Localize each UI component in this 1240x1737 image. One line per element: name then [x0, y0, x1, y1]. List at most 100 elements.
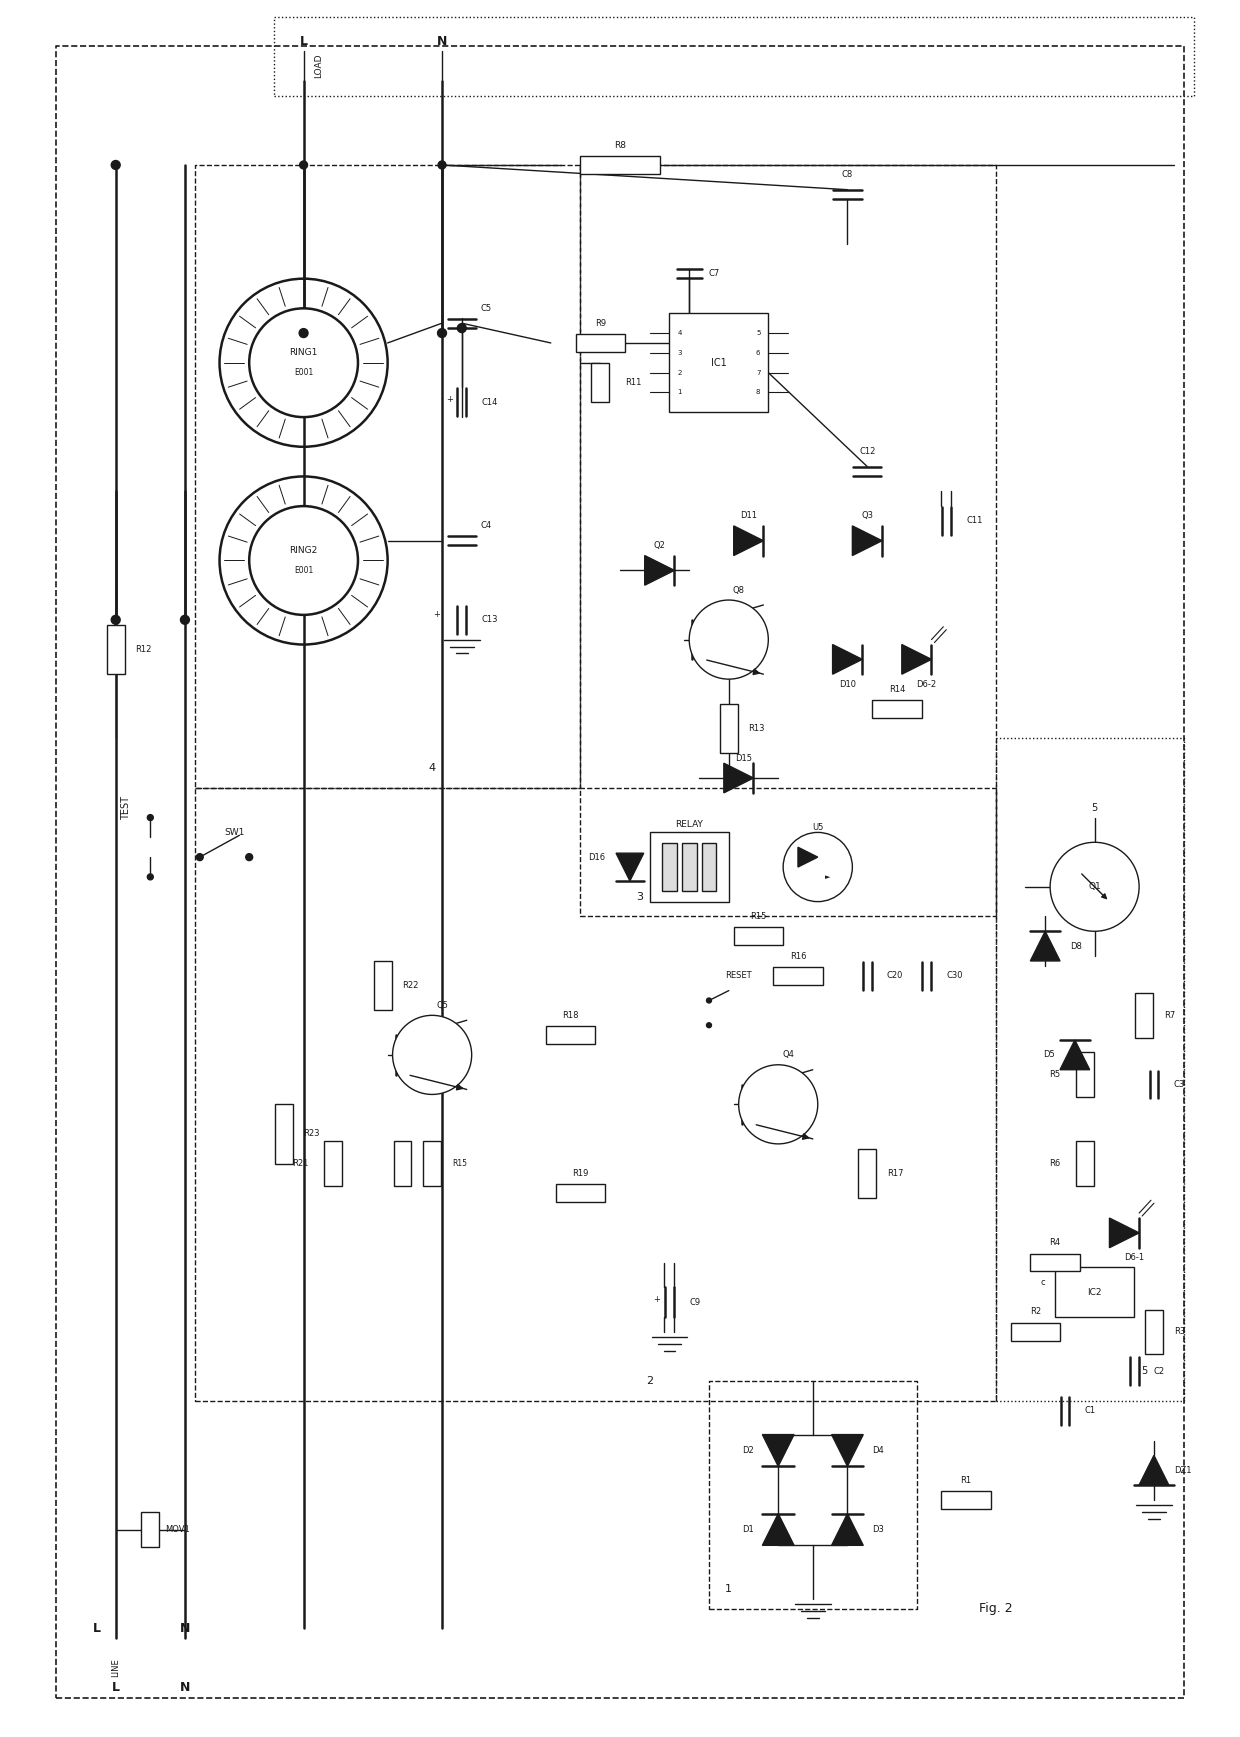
Text: Q2: Q2 [653, 542, 666, 551]
Polygon shape [1030, 931, 1060, 961]
Circle shape [1050, 842, 1140, 931]
Polygon shape [763, 1513, 794, 1546]
Bar [107, 625, 124, 674]
Text: R16: R16 [790, 952, 806, 961]
Polygon shape [799, 848, 817, 867]
Text: IC1: IC1 [711, 358, 727, 368]
Text: N: N [180, 1681, 190, 1694]
Text: +: + [653, 1294, 661, 1304]
Text: R12: R12 [135, 644, 151, 655]
Text: R8: R8 [614, 141, 626, 149]
Circle shape [458, 323, 466, 332]
Text: C8: C8 [842, 170, 853, 179]
Circle shape [196, 853, 203, 860]
Circle shape [112, 160, 120, 170]
Text: +: + [446, 394, 453, 403]
Text: 4: 4 [429, 763, 435, 773]
Text: C3: C3 [1174, 1080, 1185, 1089]
Bar [275, 1105, 293, 1164]
Bar [720, 703, 738, 754]
Bar [1076, 1141, 1094, 1186]
Text: C11: C11 [966, 516, 982, 525]
Circle shape [689, 599, 769, 679]
Text: R15: R15 [451, 1159, 467, 1169]
Polygon shape [1140, 1456, 1169, 1485]
Circle shape [784, 832, 852, 902]
Polygon shape [832, 1513, 863, 1546]
Text: 3: 3 [677, 349, 682, 356]
Bar [580, 156, 660, 174]
Circle shape [181, 615, 190, 624]
Text: R11: R11 [625, 379, 641, 387]
Text: D5: D5 [1043, 1051, 1055, 1060]
Bar [1135, 994, 1153, 1037]
Text: +: + [434, 610, 440, 620]
Text: 3: 3 [636, 891, 644, 902]
Text: C5: C5 [481, 304, 492, 313]
Text: LINE: LINE [112, 1659, 120, 1678]
Text: Q1: Q1 [1089, 882, 1101, 891]
Polygon shape [832, 1435, 863, 1466]
Text: R17: R17 [887, 1169, 904, 1178]
Text: 5: 5 [756, 330, 760, 335]
Text: Q8: Q8 [733, 585, 745, 594]
Text: 1: 1 [677, 389, 682, 396]
Text: R1: R1 [961, 1475, 972, 1485]
Bar [1145, 1310, 1163, 1355]
Circle shape [148, 815, 154, 820]
Text: C14: C14 [481, 398, 498, 406]
Text: D16: D16 [588, 853, 605, 862]
Text: Fig. 2: Fig. 2 [978, 1602, 1013, 1615]
Bar [774, 968, 822, 985]
Bar [423, 1141, 441, 1186]
Circle shape [112, 615, 120, 624]
Text: R2: R2 [1029, 1308, 1040, 1317]
Text: LOAD: LOAD [314, 54, 322, 78]
Text: D15: D15 [735, 754, 753, 763]
Bar [858, 1148, 877, 1199]
Text: C7: C7 [709, 269, 720, 278]
Text: E001: E001 [294, 368, 314, 377]
Bar [1055, 1268, 1135, 1317]
Text: SW1: SW1 [224, 829, 244, 837]
Bar [141, 1513, 159, 1548]
Text: ►: ► [825, 874, 831, 881]
Text: R3: R3 [1174, 1327, 1185, 1336]
Text: 5: 5 [1141, 1367, 1147, 1376]
Polygon shape [763, 1435, 794, 1466]
Bar [702, 842, 717, 891]
Text: Q3: Q3 [862, 511, 873, 521]
Text: R21: R21 [293, 1159, 309, 1169]
Circle shape [707, 1023, 712, 1028]
Bar [591, 363, 609, 403]
Text: D4: D4 [872, 1445, 884, 1456]
Circle shape [393, 1016, 471, 1094]
Text: E001: E001 [294, 566, 314, 575]
Text: C4: C4 [481, 521, 492, 530]
Bar [941, 1490, 991, 1509]
Text: R5: R5 [1049, 1070, 1060, 1079]
Text: RESET: RESET [725, 971, 751, 980]
Text: RING2: RING2 [289, 545, 317, 556]
Text: D6-1: D6-1 [1125, 1252, 1145, 1263]
Circle shape [438, 328, 446, 337]
Text: D1: D1 [742, 1525, 754, 1534]
Circle shape [246, 853, 253, 860]
Text: R4: R4 [1049, 1238, 1060, 1247]
Text: Q5: Q5 [436, 1001, 448, 1009]
Text: R6: R6 [1049, 1159, 1060, 1169]
Bar [1076, 1053, 1094, 1096]
Text: 6: 6 [756, 349, 760, 356]
Bar [670, 313, 769, 412]
Text: R15: R15 [750, 912, 766, 921]
Circle shape [148, 874, 154, 881]
Bar [650, 832, 729, 902]
Text: C13: C13 [481, 615, 498, 624]
Text: 2: 2 [646, 1376, 653, 1386]
Polygon shape [832, 644, 862, 674]
Text: 4: 4 [677, 330, 682, 335]
Text: MOV1: MOV1 [165, 1525, 190, 1534]
Text: L: L [112, 1681, 120, 1694]
Bar [393, 1141, 412, 1186]
Circle shape [300, 162, 308, 168]
